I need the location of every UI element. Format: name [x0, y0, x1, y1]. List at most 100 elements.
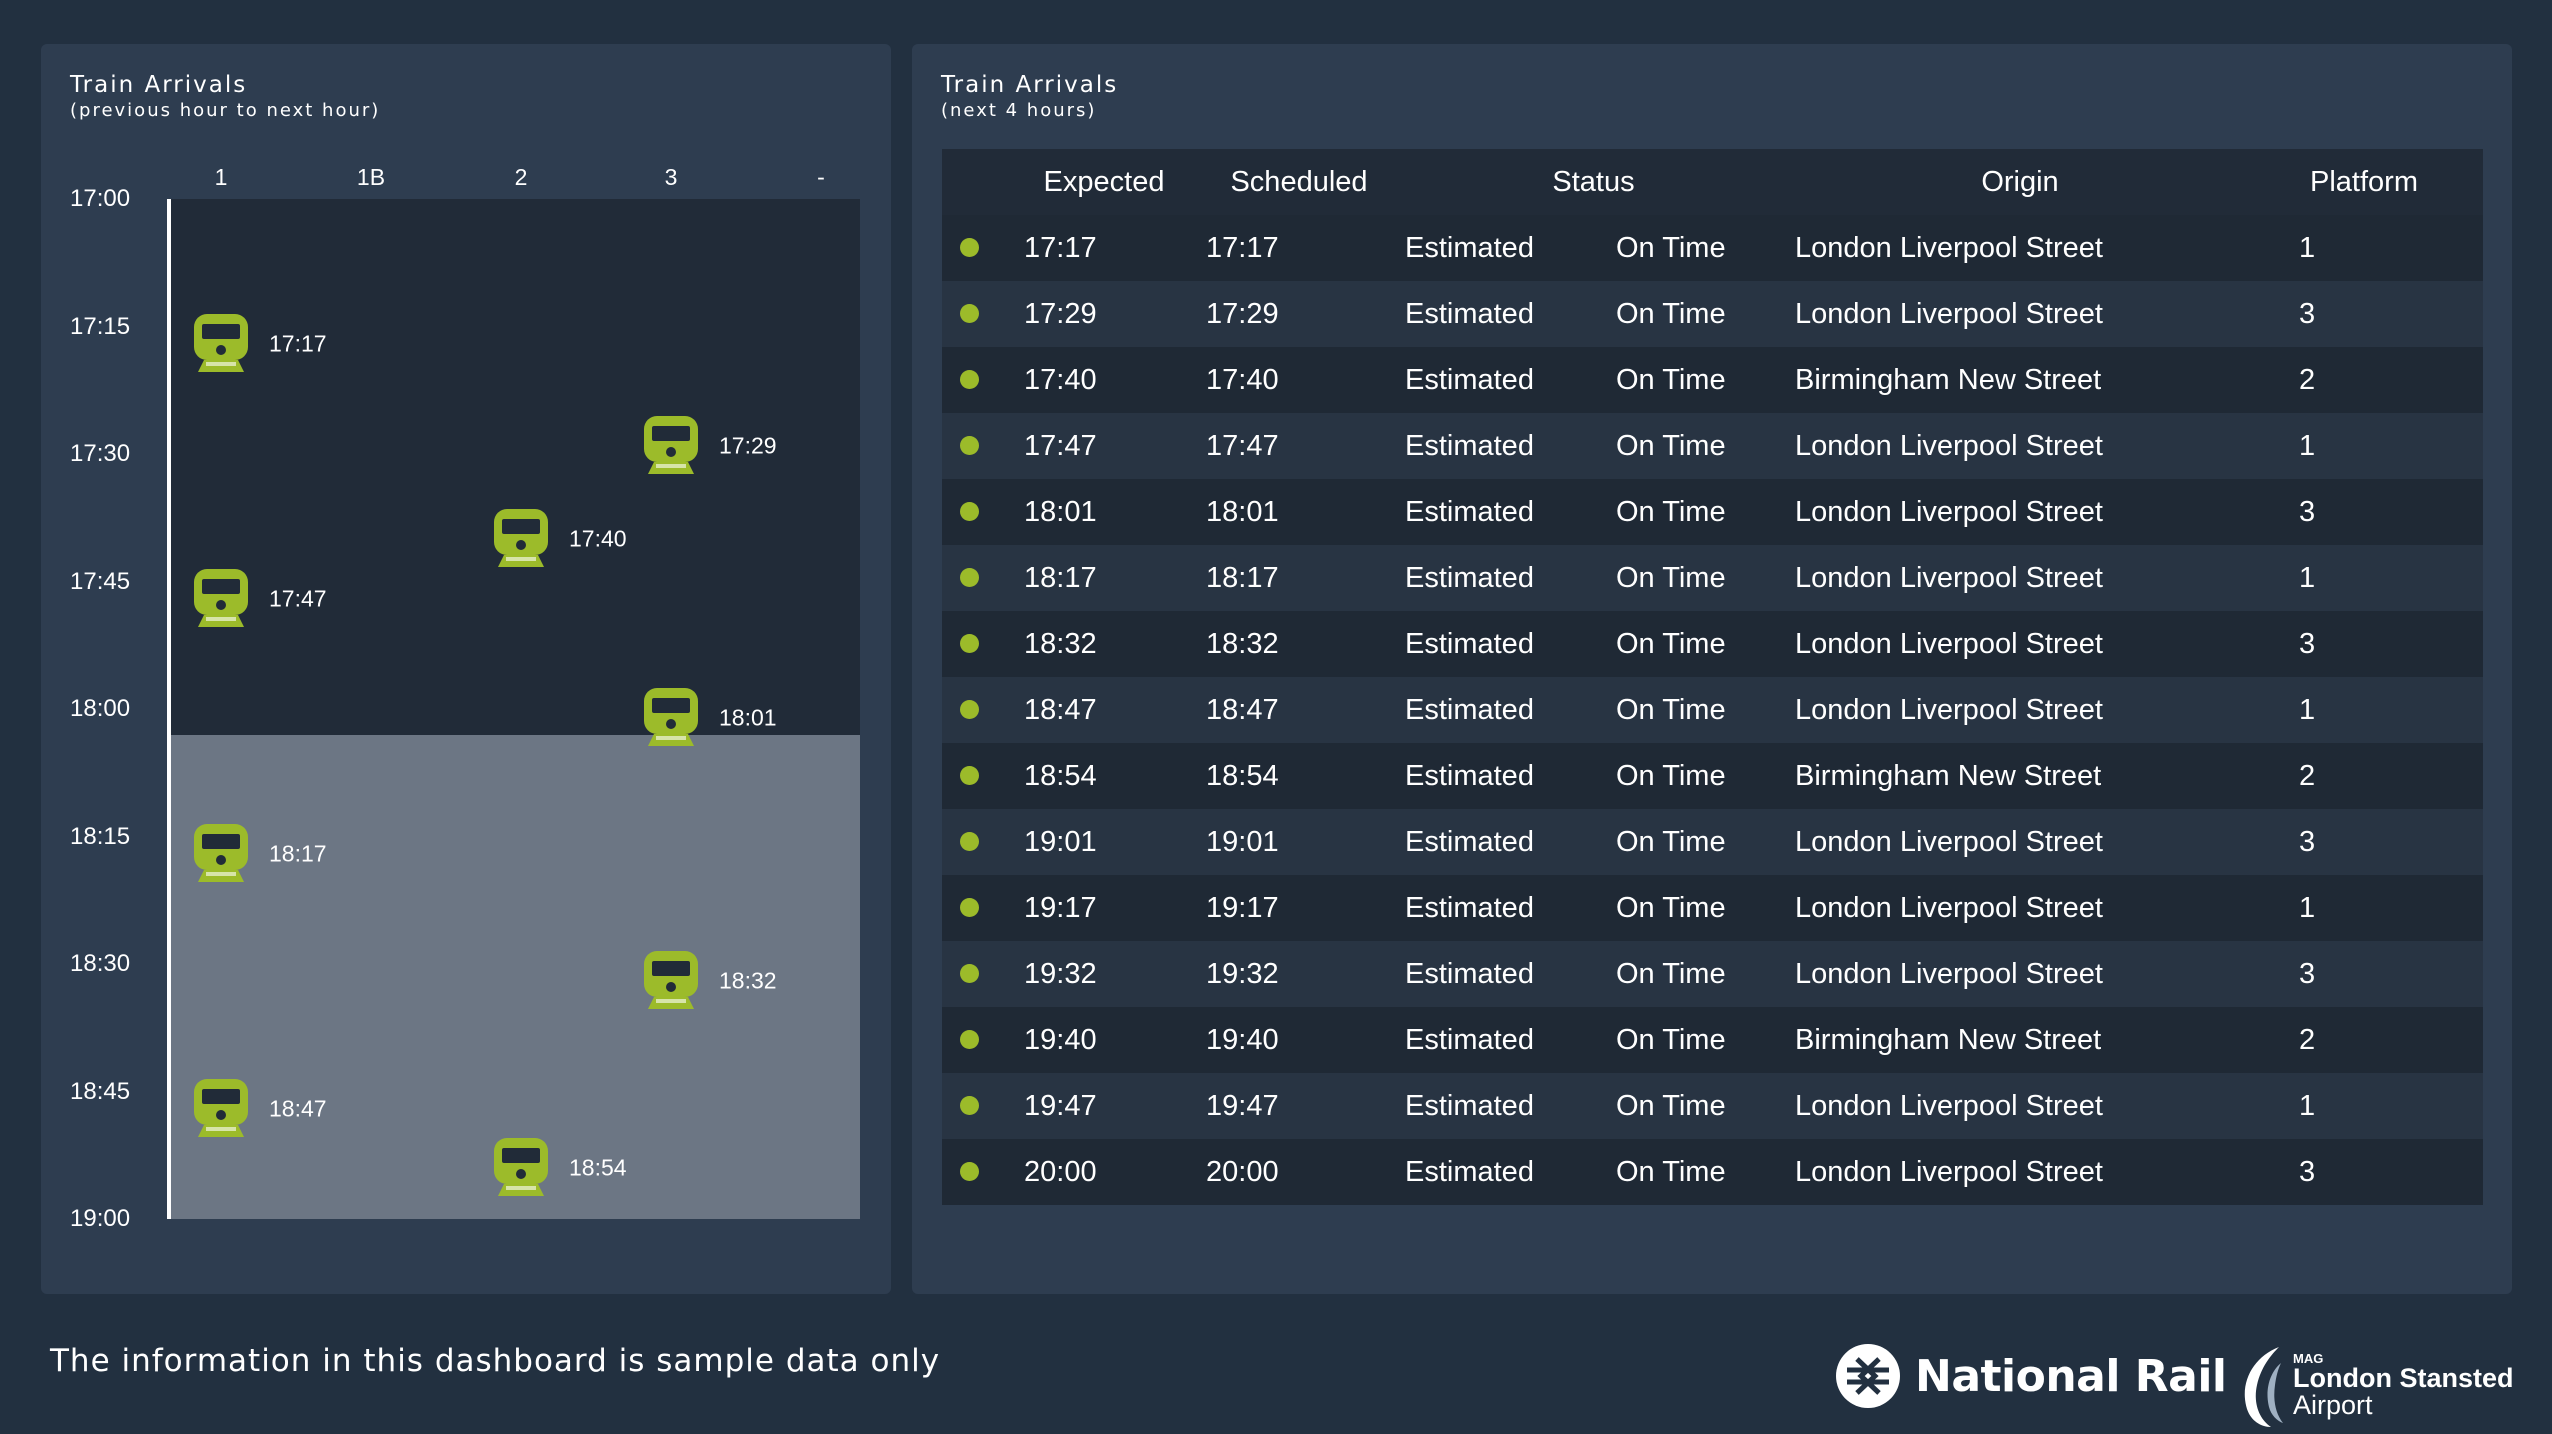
scheduled-cell: 18:47 — [1206, 677, 1392, 743]
table-row[interactable]: 17:17 17:17 Estimated On Time London Liverpo… — [942, 215, 2483, 281]
scheduled-cell: 18:32 — [1206, 611, 1392, 677]
train-marker[interactable]: 18:17 — [192, 822, 342, 886]
train-marker[interactable]: 18:32 — [642, 949, 792, 1013]
status-dot-icon — [960, 303, 979, 323]
status-cell: On Time — [1606, 347, 1795, 413]
status-type-cell: Estimated — [1392, 677, 1606, 743]
time-axis-label: 17:00 — [70, 185, 131, 212]
origin-cell: London Liverpool Street — [1795, 809, 2245, 875]
origin-cell: London Liverpool Street — [1795, 215, 2245, 281]
origin-cell: London Liverpool Street — [1795, 1073, 2245, 1139]
platform-cell: 1 — [2245, 215, 2483, 281]
origin-cell: London Liverpool Street — [1795, 413, 2245, 479]
table-row[interactable]: 17:29 17:29 Estimated On Time London Liverpo… — [942, 281, 2483, 347]
header-status-label: Status — [1552, 165, 1635, 198]
status-cell: On Time — [1606, 1073, 1795, 1139]
timeline-panel: Train Arrivals (previous hour to next ho… — [41, 44, 891, 1294]
train-marker[interactable]: 18:01 — [642, 686, 792, 750]
train-marker[interactable]: 17:29 — [642, 414, 792, 478]
origin-cell: London Liverpool Street — [1795, 545, 2245, 611]
platform-cell: 1 — [2245, 1073, 2483, 1139]
stansted-logo: MAG London Stansted Airport — [2235, 1343, 2513, 1428]
table-row[interactable]: 19:01 19:01 Estimated On Time London Liverpo… — [942, 809, 2483, 875]
status-indicator-cell — [942, 281, 1002, 347]
status-type-cell: Estimated — [1392, 1139, 1606, 1205]
platform-cell: 3 — [2245, 1139, 2483, 1205]
header-platform-label: Platform — [2310, 165, 2418, 198]
status-indicator-cell — [942, 941, 1002, 1007]
table-row[interactable]: 18:54 18:54 Estimated On Time Birmingham New… — [942, 743, 2483, 809]
table-row[interactable]: 18:17 18:17 Estimated On Time London Liverpo… — [942, 545, 2483, 611]
status-cell: On Time — [1606, 1007, 1795, 1073]
scheduled-cell: 19:32 — [1206, 941, 1392, 1007]
status-type-cell: Estimated — [1392, 545, 1606, 611]
table-row[interactable]: 17:40 17:40 Estimated On Time Birmingham New… — [942, 347, 2483, 413]
platform-cell: 1 — [2245, 545, 2483, 611]
platform-cell: 2 — [2245, 347, 2483, 413]
train-marker[interactable]: 17:40 — [492, 507, 642, 571]
status-indicator-cell — [942, 677, 1002, 743]
expected-cell: 17:47 — [1002, 413, 1206, 479]
time-axis-label: 18:45 — [70, 1077, 131, 1105]
status-indicator-cell — [942, 1007, 1002, 1073]
status-type-cell: Estimated — [1392, 413, 1606, 479]
platform-cell: 3 — [2245, 941, 2483, 1007]
timeline-past-area — [170, 199, 860, 735]
table-row[interactable]: 17:47 17:47 Estimated On Time London Liverpo… — [942, 413, 2483, 479]
time-axis-label: 18:15 — [70, 822, 131, 850]
stansted-airport: Airport — [2293, 1390, 2373, 1420]
expected-cell: 19:32 — [1002, 941, 1206, 1007]
time-axis-label: 17:15 — [70, 312, 131, 340]
table-row[interactable]: 19:47 19:47 Estimated On Time London Liverpo… — [942, 1073, 2483, 1139]
platform-cell: 2 — [2245, 743, 2483, 809]
status-indicator-cell — [942, 413, 1002, 479]
status-cell: On Time — [1606, 545, 1795, 611]
table-row[interactable]: 19:32 19:32 Estimated On Time London Liverpo… — [942, 941, 2483, 1007]
status-indicator-cell — [942, 1139, 1002, 1205]
status-cell: On Time — [1606, 611, 1795, 677]
table-row[interactable]: 18:01 18:01 Estimated On Time London Liverpo… — [942, 479, 2483, 545]
status-type-cell: Estimated — [1392, 479, 1606, 545]
table-row[interactable]: 20:00 20:00 Estimated On Time London Liverpo… — [942, 1139, 2483, 1205]
time-axis-label: 18:30 — [70, 950, 131, 977]
platform-column-label: 1 — [214, 164, 228, 190]
train-marker[interactable]: 17:17 — [192, 312, 342, 376]
train-marker[interactable]: 17:47 — [192, 567, 342, 631]
train-marker[interactable]: 18:47 — [192, 1077, 342, 1141]
origin-cell: Birmingham New Street — [1795, 1007, 2245, 1073]
scheduled-cell: 19:01 — [1206, 809, 1392, 875]
table-row[interactable]: 18:32 18:32 Estimated On Time London Liverpo… — [942, 611, 2483, 677]
train-marker-time: 18:17 — [269, 840, 327, 866]
expected-cell: 17:40 — [1002, 347, 1206, 413]
train-marker-time: 18:32 — [719, 967, 777, 994]
status-type-cell: Estimated — [1392, 809, 1606, 875]
scheduled-cell: 19:47 — [1206, 1073, 1392, 1139]
stansted-mag: MAG — [2293, 1351, 2324, 1366]
table-title: Train Arrivals — [941, 72, 1119, 98]
header-platform: Platform — [2245, 149, 2483, 215]
expected-cell: 19:01 — [1002, 809, 1206, 875]
status-cell: On Time — [1606, 413, 1795, 479]
train-marker-time: 18:54 — [569, 1154, 627, 1181]
status-cell: On Time — [1606, 677, 1795, 743]
stansted-logo-icon — [2244, 1347, 2283, 1427]
train-marker[interactable]: 18:54 — [492, 1136, 642, 1200]
expected-cell: 18:47 — [1002, 677, 1206, 743]
status-dot-icon — [960, 831, 979, 851]
train-icon — [194, 823, 248, 882]
train-icon — [494, 509, 548, 567]
header-expected-label: Expected — [1043, 165, 1165, 198]
status-type-cell: Estimated — [1392, 281, 1606, 347]
disclaimer-text: The information in this dashboard is sam… — [50, 1343, 941, 1379]
table-row[interactable]: 19:17 19:17 Estimated On Time London Liverpo… — [942, 875, 2483, 941]
status-dot-icon — [960, 963, 979, 983]
expected-cell: 17:29 — [1002, 281, 1206, 347]
table-subtitle: (next 4 hours) — [941, 100, 1097, 121]
table-row[interactable]: 18:47 18:47 Estimated On Time London Liverpo… — [942, 677, 2483, 743]
platform-cell: 3 — [2245, 479, 2483, 545]
status-type-cell: Estimated — [1392, 1007, 1606, 1073]
status-dot-icon — [960, 633, 979, 653]
scheduled-cell: 18:17 — [1206, 545, 1392, 611]
table-row[interactable]: 19:40 19:40 Estimated On Time Birmingham New… — [942, 1007, 2483, 1073]
platform-cell: 1 — [2245, 875, 2483, 941]
